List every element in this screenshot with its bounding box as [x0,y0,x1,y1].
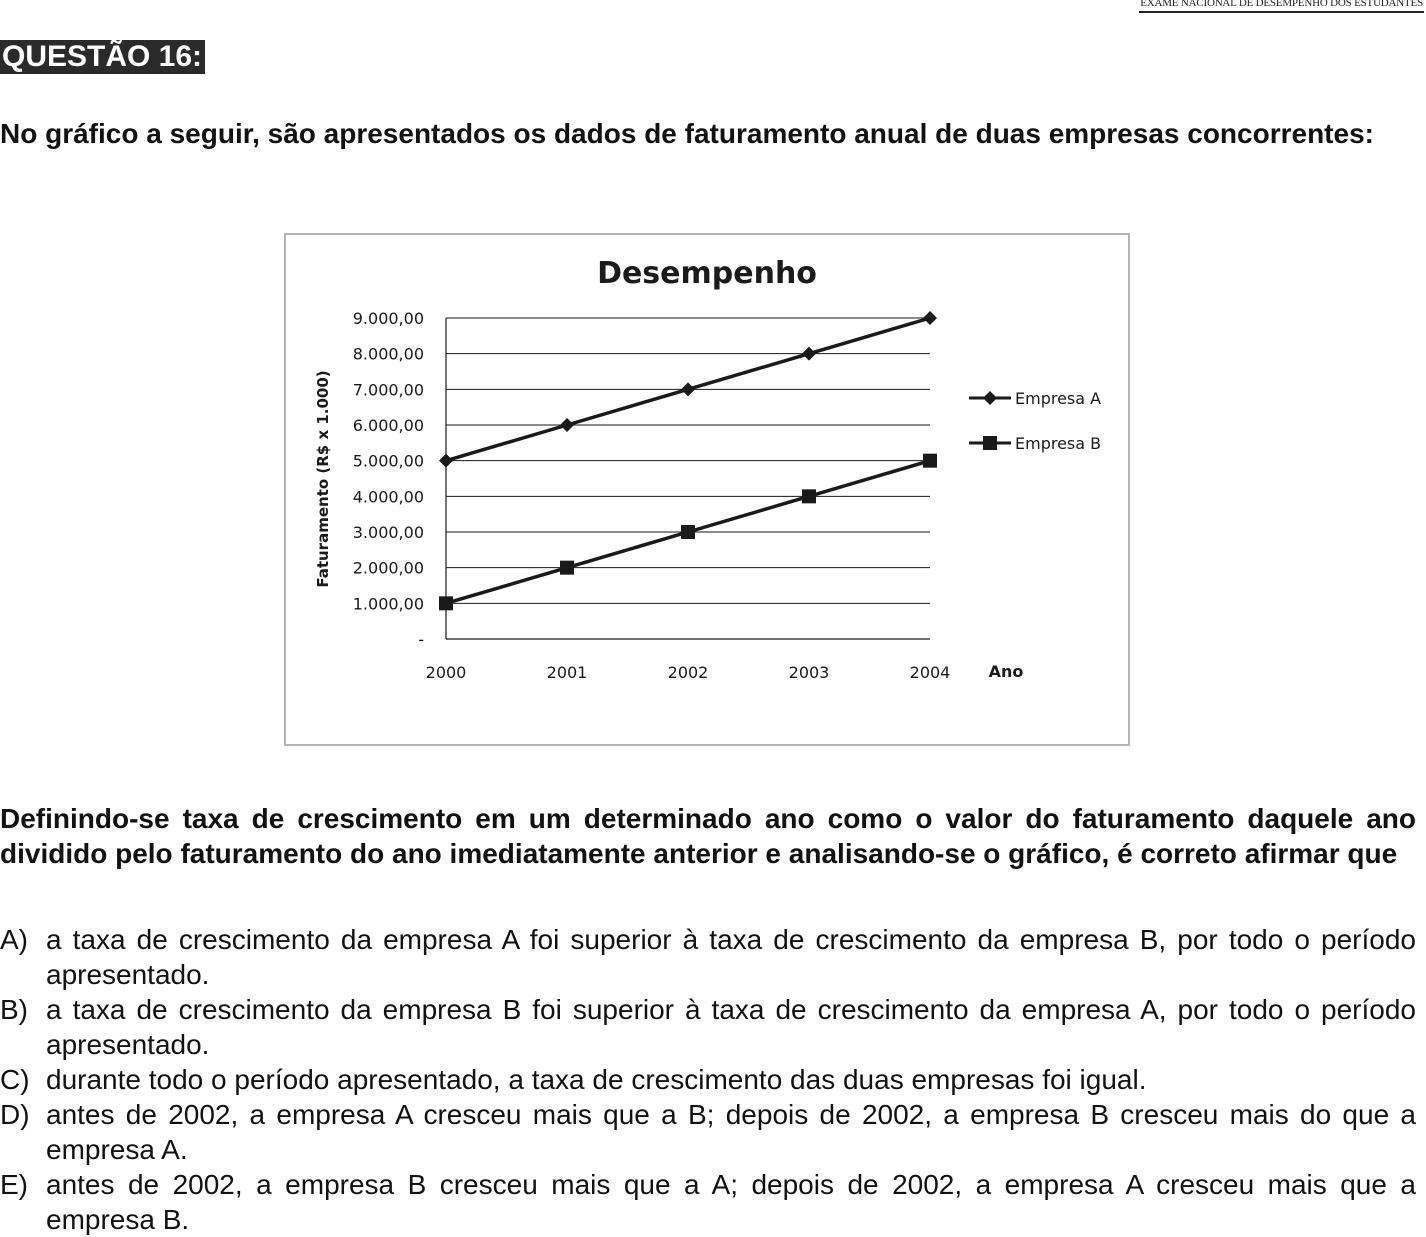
empresa-a-point [439,453,453,468]
empresa-b-point [802,489,816,504]
x-tick-label: 2002 [668,663,709,682]
empresa-a-point [923,311,937,325]
y-tick-label: 7.000,00 [353,380,424,399]
question-label: QUESTÃO 16: [0,40,206,74]
y-tick-label: - [418,630,424,649]
x-tick-label: 2004 [910,663,951,682]
y-tick-label: 8.000,00 [353,345,424,364]
answer-options: A) a taxa de crescimento da empresa A foi… [0,922,1416,1237]
empresa-a-point [681,382,695,397]
option-text: antes de 2002, a empresa B cresceu mais … [46,1169,1416,1235]
x-tick-label: 2001 [547,663,588,682]
legend-marker-empresa-b [983,436,997,450]
empresa-a-point [560,418,574,432]
option-letter: C) [0,1064,30,1095]
y-tick-label: 1.000,00 [353,594,424,613]
performance-line-chart: Desempenho - 1.000,00 2.000,00 3.000,00 4.00… [314,256,1101,682]
x-tick-label: 2003 [789,663,830,682]
x-tick-label: 2000 [426,663,467,682]
option-text: a taxa de crescimento da empresa A foi s… [46,924,1416,990]
y-tick-label: 5.000,00 [353,452,424,471]
question-stem: Definindo-se taxa de crescimento em um d… [0,803,1416,869]
answer-option-e[interactable]: E) antes de 2002, a empresa B cresceu mai… [0,1167,1416,1237]
y-tick-label: 6.000,00 [353,416,424,435]
x-axis-label: Ano [989,662,1024,681]
y-tick-label: 3.000,00 [353,523,424,542]
option-text: a taxa de crescimento da empresa B foi s… [46,994,1416,1060]
legend-label-empresa-b: Empresa B [1015,434,1101,453]
option-text: durante todo o período apresentado, a ta… [46,1064,1147,1095]
option-letter: B) [0,994,28,1025]
answer-option-b[interactable]: B) a taxa de crescimento da empresa B foi… [0,992,1416,1062]
empresa-b-point [681,525,695,539]
option-letter: E) [0,1169,28,1200]
chart-title: Desempenho [597,256,817,291]
empresa-a-point [802,346,816,361]
y-tick-label: 2.000,00 [353,559,424,578]
legend-marker-empresa-a [983,391,997,405]
y-axis-label: Faturamento (R$ x 1.000) [314,370,332,587]
chart-container: Desempenho - 1.000,00 2.000,00 3.000,00 4.00… [284,233,1130,746]
answer-option-a[interactable]: A) a taxa de crescimento da empresa A foi… [0,922,1416,992]
empresa-b-point [560,560,574,575]
answer-option-d[interactable]: D) antes de 2002, a empresa A cresceu mai… [0,1097,1416,1167]
option-letter: D) [0,1099,30,1130]
y-tick-label: 4.000,00 [353,487,424,506]
y-tick-label: 9.000,00 [353,309,424,328]
empresa-b-point [923,453,937,468]
exam-header: EXAME NACIONAL DE DESEMPENHO DOS ESTUDAN… [1139,0,1424,13]
option-text: antes de 2002, a empresa A cresceu mais … [46,1099,1416,1165]
question-intro: No gráfico a seguir, são apresentados os… [0,118,1374,149]
legend-label-empresa-a: Empresa A [1015,389,1101,408]
answer-option-c[interactable]: C) durante todo o período apresentado, a … [0,1062,1416,1097]
option-letter: A) [0,924,28,955]
empresa-b-point [439,596,453,611]
